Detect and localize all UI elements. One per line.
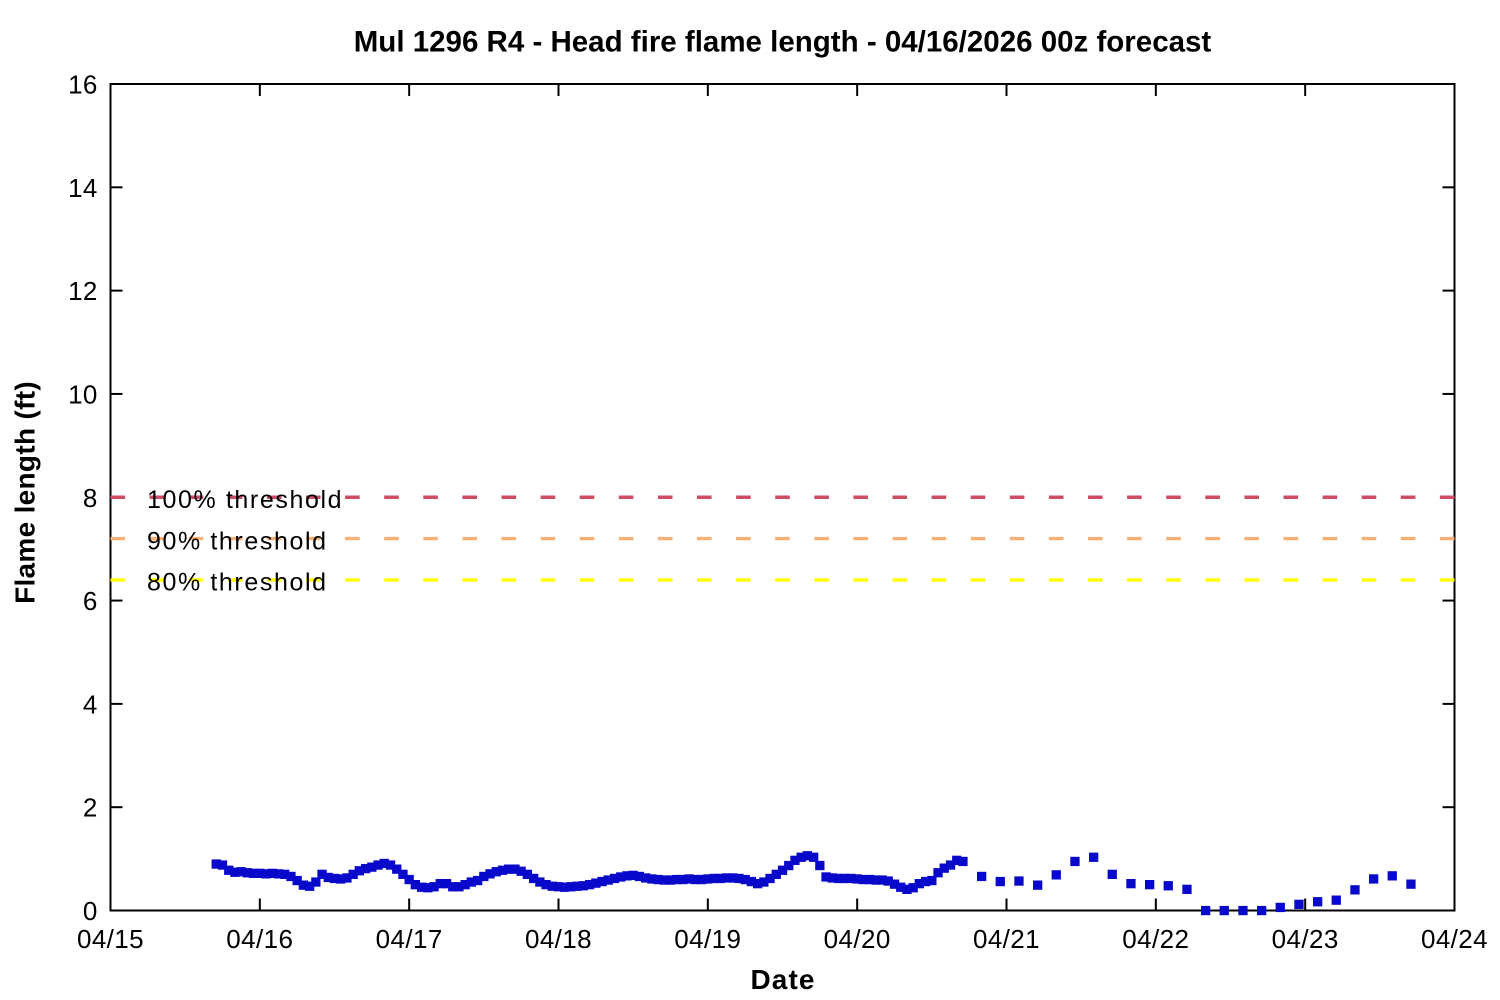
svg-text:80% threshold: 80% threshold: [147, 569, 328, 597]
svg-text:6: 6: [83, 586, 98, 616]
svg-text:04/17: 04/17: [376, 924, 443, 954]
svg-text:14: 14: [68, 173, 98, 203]
svg-text:Flame length (ft): Flame length (ft): [10, 381, 41, 604]
svg-text:Date: Date: [750, 964, 815, 995]
svg-text:04/23: 04/23: [1272, 924, 1339, 954]
svg-text:04/18: 04/18: [525, 924, 592, 954]
svg-text:0: 0: [83, 896, 98, 926]
svg-text:10: 10: [68, 379, 98, 409]
svg-text:04/15: 04/15: [77, 924, 144, 954]
svg-text:12: 12: [68, 276, 98, 306]
svg-text:16: 16: [68, 70, 98, 100]
svg-text:04/20: 04/20: [824, 924, 891, 954]
svg-text:8: 8: [83, 483, 98, 513]
svg-text:Mul 1296 R4 - Head fire flame: Mul 1296 R4 - Head fire flame length - 0…: [354, 26, 1212, 59]
svg-text:04/22: 04/22: [1122, 924, 1189, 954]
svg-text:100% threshold: 100% threshold: [147, 486, 343, 514]
svg-text:90% threshold: 90% threshold: [147, 527, 328, 555]
svg-text:04/21: 04/21: [973, 924, 1040, 954]
svg-text:04/19: 04/19: [674, 924, 741, 954]
svg-text:04/16: 04/16: [226, 924, 293, 954]
svg-text:4: 4: [83, 689, 98, 719]
svg-text:04/24: 04/24: [1421, 924, 1488, 954]
svg-text:2: 2: [83, 793, 98, 823]
